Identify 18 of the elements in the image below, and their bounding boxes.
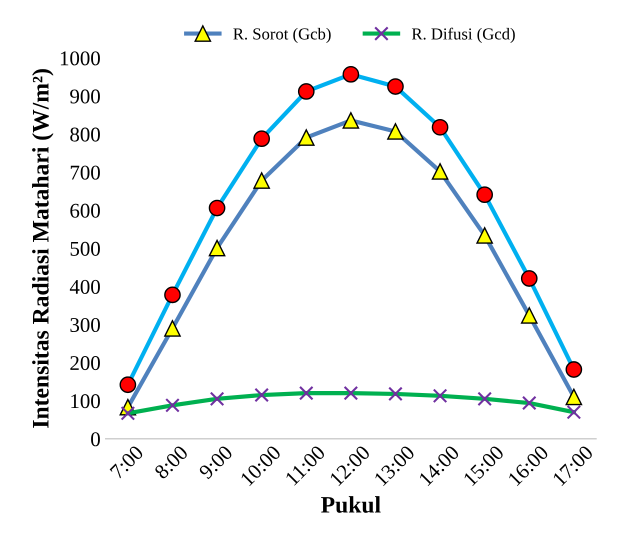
- x-tick-label: 9:00: [198, 444, 234, 480]
- y-axis-title: Intensitas Radiasi Matahari (W/m²): [32, 69, 54, 428]
- y-tick-label: 400: [70, 280, 100, 294]
- x-axis-title: Pukul: [321, 496, 381, 513]
- y-tick-label: 100: [71, 394, 100, 408]
- legend-label: R. Difusi (Gcd): [412, 28, 515, 43]
- y-tick-label: 900: [70, 89, 100, 104]
- y-tick-label: 700: [70, 166, 100, 180]
- y-tick-label: 800: [70, 128, 100, 142]
- x-tick-label: 7:00: [109, 444, 144, 480]
- x-tick-label: 8:00: [154, 444, 189, 480]
- y-tick-label: 300: [70, 318, 100, 332]
- y-tick-label: 600: [70, 204, 100, 218]
- legend-label: R. Sorot (Gcb): [233, 28, 331, 43]
- y-tick-label: 200: [70, 356, 100, 370]
- y-tick-label: 500: [70, 242, 100, 256]
- y-tick-label: 0: [91, 432, 100, 446]
- y-tick-label: 1000: [60, 51, 100, 66]
